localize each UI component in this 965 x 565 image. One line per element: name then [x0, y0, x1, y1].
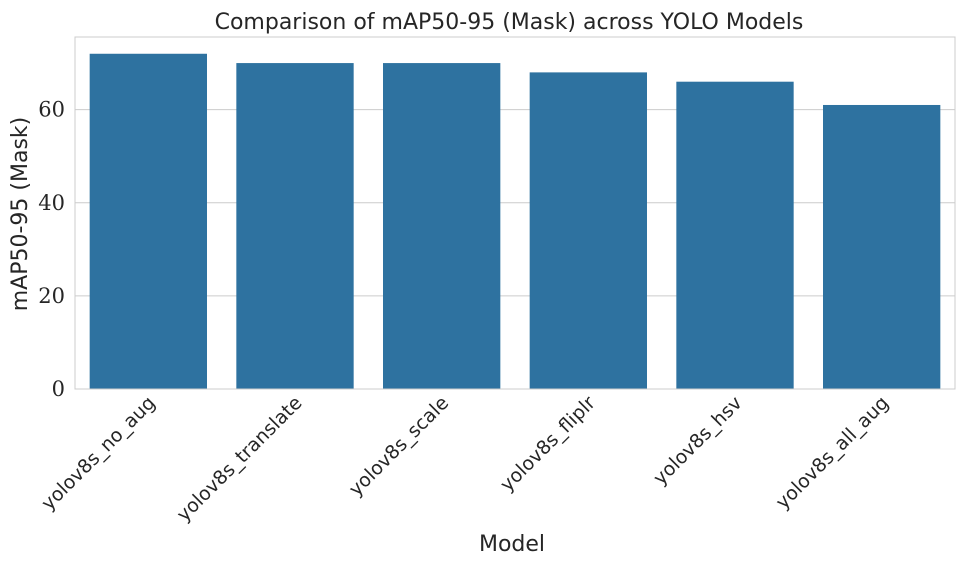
- y-tick-label: 40: [38, 191, 65, 215]
- plot-frame: [74, 36, 956, 390]
- bar: [236, 63, 354, 390]
- x-tick-label: yolov8s_translate: [173, 392, 307, 526]
- x-tick-label: yolov8s_no_aug: [37, 392, 160, 515]
- x-axis-label: Model: [479, 532, 545, 557]
- bar: [823, 104, 941, 390]
- bars: [89, 53, 941, 390]
- x-tick-label: yolov8s_fliplr: [496, 392, 600, 496]
- x-tick-labels: yolov8s_no_aug yolov8s_translate yolov8s_s…: [37, 392, 893, 526]
- y-tick-label: 20: [38, 284, 65, 308]
- chart-title: Comparison of mAP50-95 (Mask) across YOL…: [215, 10, 804, 35]
- y-tick-labels: 0 20 40 60: [38, 98, 65, 401]
- y-axis-label: mAP50-95 (Mask): [8, 117, 33, 312]
- y-tick-label: 0: [52, 377, 65, 401]
- y-tick-label: 60: [38, 98, 65, 122]
- bar: [89, 53, 207, 390]
- bar: [676, 81, 794, 389]
- x-tick-label: yolov8s_scale: [345, 392, 454, 501]
- bar: [529, 72, 647, 390]
- x-tick-label: yolov8s_hsv: [649, 392, 746, 489]
- bar: [383, 63, 501, 390]
- x-tick-label: yolov8s_all_aug: [772, 392, 894, 514]
